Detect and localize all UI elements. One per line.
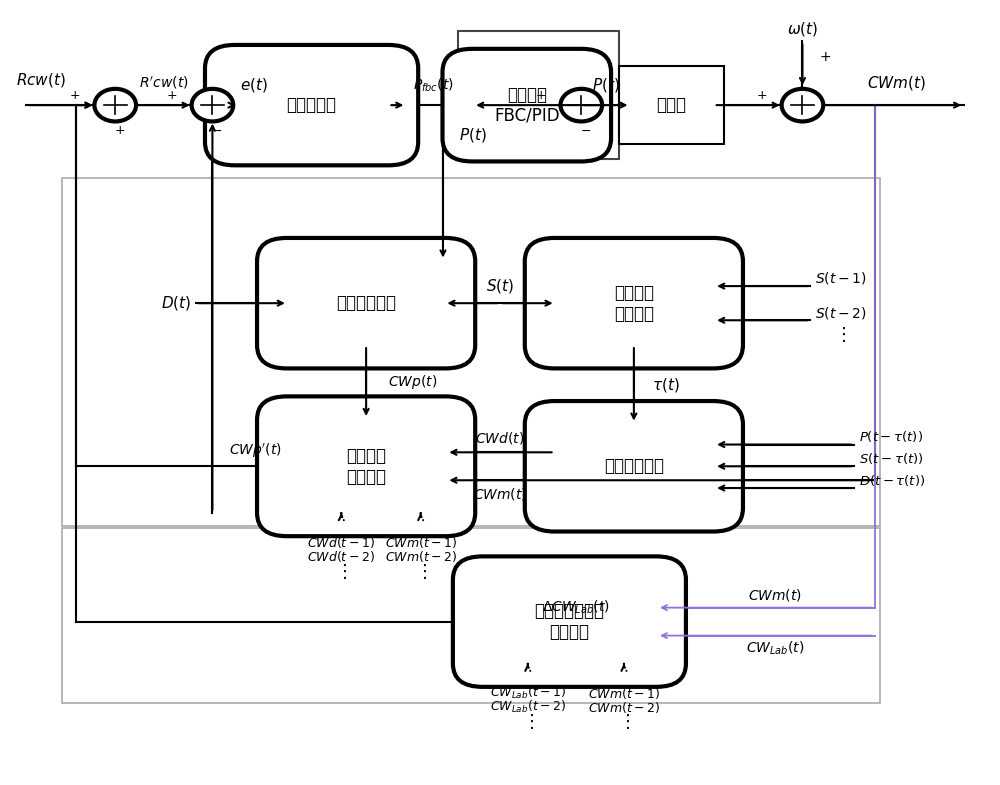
Text: $S(t-1)$: $S(t-1)$ [815, 270, 867, 287]
Text: $CWd(t-2)$: $CWd(t-2)$ [307, 549, 375, 564]
Text: $P(t)$: $P(t)$ [459, 126, 487, 144]
Text: $+$: $+$ [69, 89, 81, 102]
Text: $P(t-\tau(t))$: $P(t-\tau(t))$ [859, 429, 923, 444]
Text: $CW_{Lab}(t-2)$: $CW_{Lab}(t-2)$ [490, 699, 566, 715]
Text: $\tau(t)$: $\tau(t)$ [652, 376, 679, 394]
Text: $CWm(t-2)$: $CWm(t-2)$ [385, 549, 457, 564]
Text: $CWm(t-1)$: $CWm(t-1)$ [385, 535, 457, 550]
Text: $+$: $+$ [819, 50, 831, 64]
Text: $R'cw(t)$: $R'cw(t)$ [139, 75, 189, 92]
Text: $P(t)$: $P(t)$ [592, 76, 619, 94]
Text: $+$: $+$ [166, 89, 178, 102]
Text: 反馈控制器: 反馈控制器 [287, 96, 337, 114]
Text: 滞后时间
计算模块: 滞后时间 计算模块 [614, 284, 654, 323]
Text: $CW_{Lab}(t)$: $CW_{Lab}(t)$ [746, 639, 805, 657]
Text: $CWm(t)$: $CWm(t)$ [473, 486, 527, 502]
Text: $CWd(t-1)$: $CWd(t-1)$ [307, 535, 375, 550]
Text: 化验室检测偏差
校正模块: 化验室检测偏差 校正模块 [534, 602, 604, 641]
Text: $\omega(t)$: $\omega(t)$ [787, 20, 818, 38]
Text: $\vdots$: $\vdots$ [335, 561, 347, 581]
FancyBboxPatch shape [619, 66, 724, 144]
Text: $S(t-2)$: $S(t-2)$ [815, 305, 867, 320]
Text: $CWm(t-1)$: $CWm(t-1)$ [588, 685, 660, 700]
Text: $P_{fbc}(t)$: $P_{fbc}(t)$ [413, 76, 454, 93]
Text: $\vdots$: $\vdots$ [834, 325, 846, 344]
FancyBboxPatch shape [205, 45, 418, 166]
Text: $S(t-\tau(t))$: $S(t-\tau(t))$ [859, 451, 924, 466]
FancyBboxPatch shape [442, 49, 611, 162]
Text: $S(t)$: $S(t)$ [486, 277, 514, 295]
Text: 生产过程模型: 生产过程模型 [604, 458, 664, 475]
Text: $CW_{Lab}(t-1)$: $CW_{Lab}(t-1)$ [490, 685, 566, 701]
Text: $Rcw(t)$: $Rcw(t)$ [16, 71, 66, 89]
Text: $CWm(t)$: $CWm(t)$ [748, 587, 802, 603]
Circle shape [782, 89, 823, 122]
Text: $D(t-\tau(t))$: $D(t-\tau(t))$ [859, 473, 925, 487]
Text: $CWm(t-2)$: $CWm(t-2)$ [588, 699, 660, 714]
Text: $D(t)$: $D(t)$ [161, 294, 192, 312]
FancyBboxPatch shape [525, 401, 743, 531]
Circle shape [192, 89, 233, 122]
Circle shape [560, 89, 602, 122]
Text: $+$: $+$ [535, 89, 547, 102]
FancyBboxPatch shape [525, 238, 743, 368]
Text: $e(t)$: $e(t)$ [240, 76, 268, 94]
Text: $+$: $+$ [114, 124, 125, 137]
Text: $-$: $-$ [211, 124, 222, 137]
Text: $+$: $+$ [757, 89, 768, 102]
Text: $CWd(t)$: $CWd(t)$ [475, 430, 525, 447]
Text: 生产线: 生产线 [657, 96, 687, 114]
Text: 生产过程模型: 生产过程模型 [336, 294, 396, 312]
Text: $CWp'(t)$: $CWp'(t)$ [229, 442, 282, 460]
Text: $\Delta CW_{Lab}(t)$: $\Delta CW_{Lab}(t)$ [542, 599, 610, 616]
Text: $CWp(t)$: $CWp(t)$ [388, 374, 437, 392]
Text: 气刀压力
FBC/PID: 气刀压力 FBC/PID [494, 86, 560, 125]
Text: 模型偏差
校正模块: 模型偏差 校正模块 [346, 447, 386, 486]
FancyBboxPatch shape [257, 238, 475, 368]
FancyBboxPatch shape [453, 557, 686, 687]
Text: $CWm(t)$: $CWm(t)$ [867, 75, 926, 93]
Text: $-$: $-$ [580, 124, 591, 137]
FancyBboxPatch shape [257, 396, 475, 536]
Circle shape [94, 89, 136, 122]
Text: $\vdots$: $\vdots$ [618, 712, 630, 732]
Text: $\vdots$: $\vdots$ [415, 561, 427, 581]
Text: $\vdots$: $\vdots$ [522, 712, 534, 732]
